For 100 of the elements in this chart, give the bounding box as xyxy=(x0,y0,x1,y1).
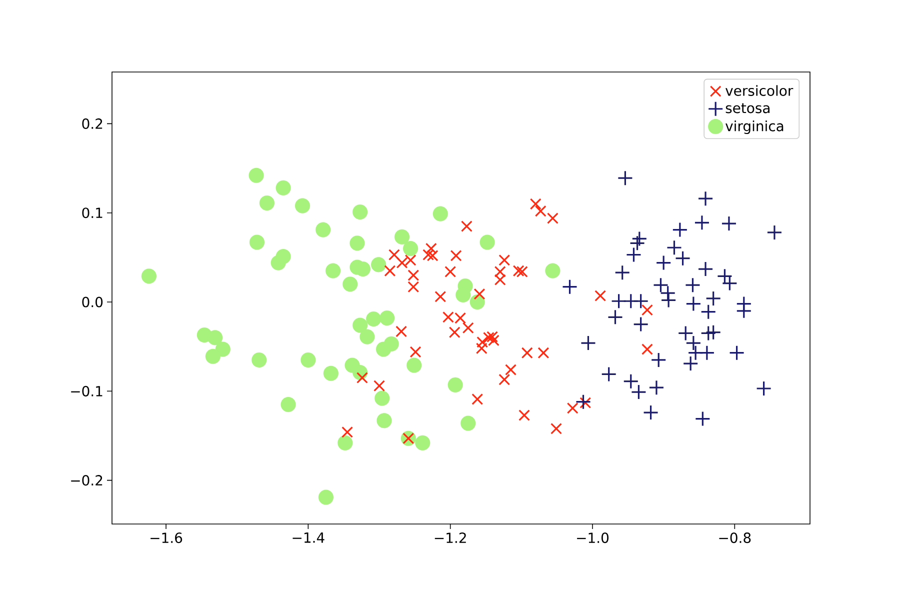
point xyxy=(546,212,558,224)
point xyxy=(248,168,264,183)
point xyxy=(530,198,542,210)
point xyxy=(326,263,341,278)
point xyxy=(415,435,430,450)
point xyxy=(756,380,772,396)
point xyxy=(706,290,722,306)
x-tick-label: −1.0 xyxy=(577,532,609,544)
point xyxy=(498,254,510,266)
point xyxy=(370,257,386,272)
point xyxy=(280,396,296,412)
point xyxy=(259,195,275,211)
point xyxy=(294,198,310,214)
point xyxy=(249,234,265,250)
point xyxy=(276,248,291,264)
point xyxy=(482,332,494,344)
point xyxy=(448,377,463,392)
point xyxy=(408,281,420,293)
point xyxy=(352,204,368,220)
point xyxy=(650,352,666,368)
point xyxy=(252,352,267,368)
point xyxy=(700,304,716,320)
point xyxy=(623,374,639,390)
point xyxy=(694,214,710,230)
point xyxy=(516,266,528,278)
point xyxy=(276,180,291,196)
point xyxy=(208,330,223,346)
point xyxy=(352,318,368,333)
point xyxy=(626,246,642,263)
point xyxy=(512,265,524,277)
point xyxy=(641,304,653,316)
point xyxy=(614,264,630,280)
point xyxy=(360,329,375,344)
point xyxy=(374,380,386,392)
point xyxy=(545,263,560,278)
x-tick-label: −1.2 xyxy=(434,532,466,543)
point xyxy=(342,426,354,438)
point xyxy=(641,344,653,356)
point xyxy=(580,335,596,351)
point xyxy=(617,170,633,186)
point xyxy=(380,310,395,326)
point xyxy=(434,290,446,302)
point xyxy=(366,311,382,327)
point xyxy=(566,402,578,414)
point xyxy=(494,274,506,286)
point xyxy=(456,287,471,302)
point xyxy=(706,324,722,340)
point xyxy=(699,345,715,361)
point xyxy=(408,270,420,282)
point xyxy=(766,224,782,240)
point xyxy=(406,358,422,373)
point xyxy=(476,342,488,354)
point xyxy=(666,240,682,256)
point xyxy=(607,309,624,325)
point xyxy=(338,435,353,450)
point xyxy=(538,347,550,359)
y-tick-label: 0.2 xyxy=(82,118,102,129)
point xyxy=(521,347,533,359)
x-tick-label: −1.6 xyxy=(150,532,182,544)
point xyxy=(633,293,649,309)
point xyxy=(374,390,390,406)
point xyxy=(498,374,510,386)
legend-label: setosa xyxy=(726,103,770,114)
point xyxy=(562,279,578,295)
point xyxy=(630,384,647,400)
point xyxy=(518,409,530,421)
point xyxy=(686,296,702,312)
point xyxy=(674,250,691,266)
point xyxy=(350,236,365,251)
point xyxy=(648,380,664,396)
point xyxy=(736,303,752,319)
point xyxy=(580,397,592,408)
point xyxy=(550,422,562,434)
point xyxy=(611,293,627,309)
point xyxy=(728,345,745,361)
y-tick-label: 0.0 xyxy=(82,296,103,308)
point xyxy=(316,222,331,238)
point xyxy=(300,352,316,368)
point xyxy=(460,416,476,431)
point xyxy=(505,364,517,376)
point xyxy=(684,277,701,293)
point xyxy=(672,222,688,238)
point xyxy=(632,230,648,247)
point xyxy=(432,206,448,222)
point xyxy=(394,229,410,244)
point xyxy=(426,250,438,262)
point xyxy=(323,366,338,381)
x-tick-label: −1.4 xyxy=(292,532,324,543)
point xyxy=(480,234,495,250)
point xyxy=(629,235,646,251)
point xyxy=(656,254,672,271)
x-tick-label: −0.8 xyxy=(719,532,751,544)
point xyxy=(494,266,506,278)
point xyxy=(682,356,698,372)
point xyxy=(462,322,474,334)
point xyxy=(472,393,484,405)
point xyxy=(384,265,396,277)
point xyxy=(575,394,592,410)
point xyxy=(205,348,220,364)
point xyxy=(460,220,472,232)
